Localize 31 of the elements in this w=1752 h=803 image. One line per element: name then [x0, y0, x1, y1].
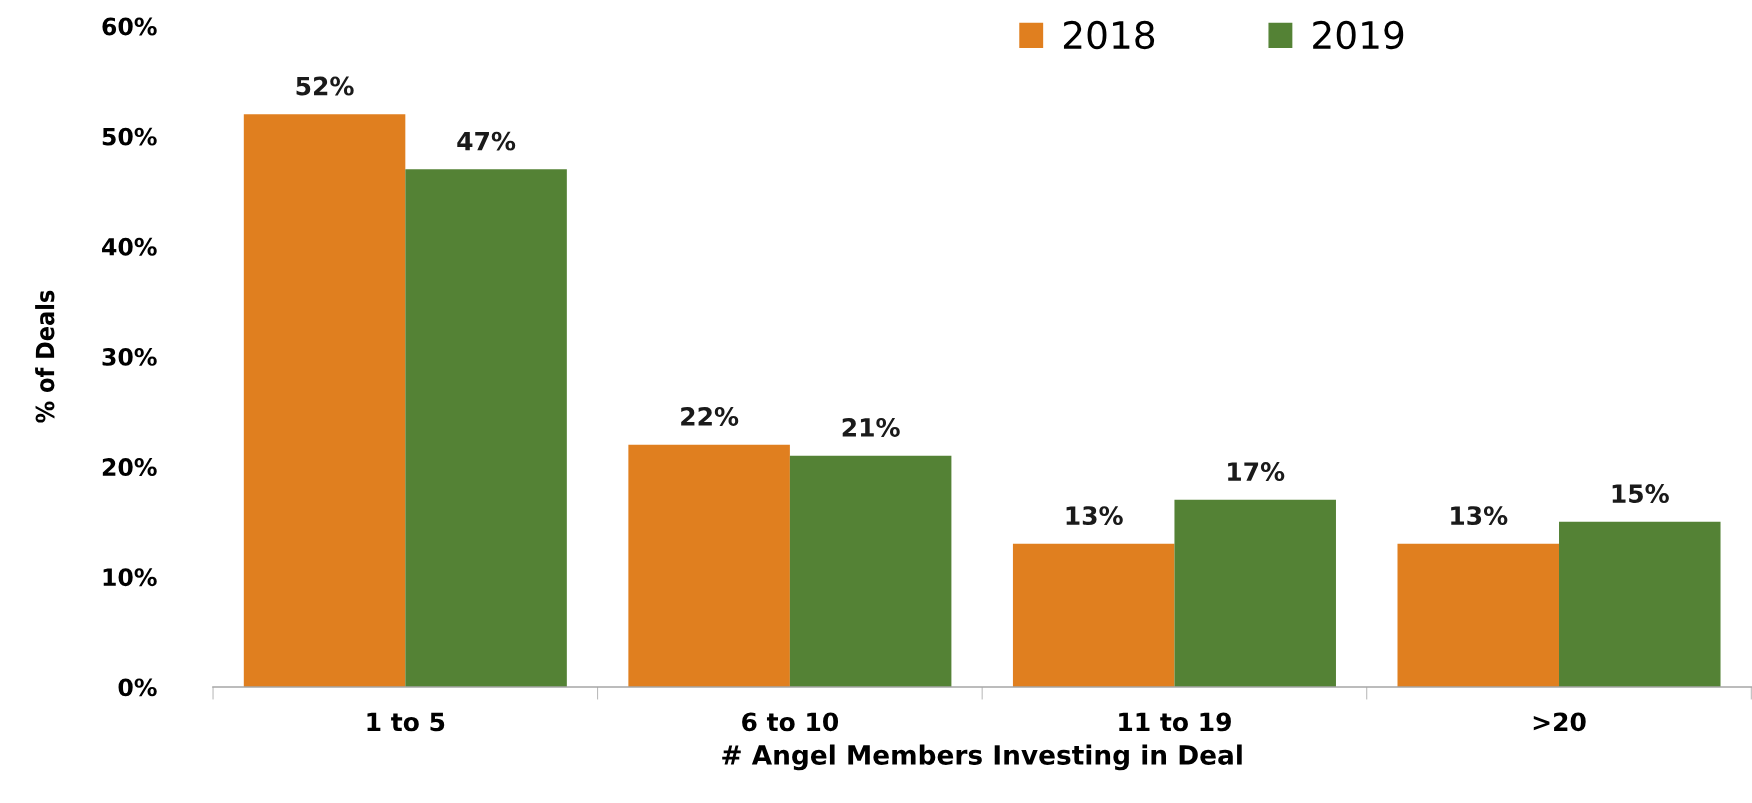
- legend-label: 2019: [1313, 20, 1404, 50]
- x-tick-label: 1 to 5: [367, 712, 445, 732]
- y-tick-label: 20%: [102, 458, 157, 476]
- data-label: 21%: [842, 418, 900, 437]
- data-label: 52%: [296, 76, 354, 96]
- data-label: 15%: [1612, 484, 1669, 504]
- data-label: 17%: [1228, 462, 1285, 481]
- y-tick-label: 50%: [102, 127, 157, 146]
- legend-label: 2018: [1063, 20, 1155, 50]
- y-tick-label: 10%: [103, 568, 157, 587]
- x-axis-title: # Angel Members Investing in Deal: [722, 744, 1242, 771]
- y-axis-title: % of Deals: [35, 290, 55, 423]
- x-tick-label: 11 to 19: [1119, 712, 1231, 732]
- data-label: 13%: [1066, 506, 1123, 526]
- data-label: 47%: [457, 131, 516, 151]
- data-label: 22%: [681, 407, 739, 426]
- bar: [243, 114, 406, 687]
- bar: [789, 455, 952, 687]
- bar: [628, 444, 790, 687]
- bar: [1012, 543, 1175, 687]
- x-tick-label: >20: [1533, 712, 1586, 732]
- bar: [1397, 543, 1560, 687]
- y-tick-label: 0%: [118, 678, 157, 697]
- bar: [1559, 521, 1721, 687]
- y-tick-label: 40%: [102, 237, 157, 256]
- bar: [405, 169, 567, 687]
- data-label: 13%: [1451, 506, 1508, 526]
- y-tick-label: 60%: [102, 17, 157, 36]
- y-tick-label: 30%: [102, 347, 157, 366]
- x-tick-label: 6 to 10: [742, 712, 839, 732]
- bar: [1174, 499, 1336, 687]
